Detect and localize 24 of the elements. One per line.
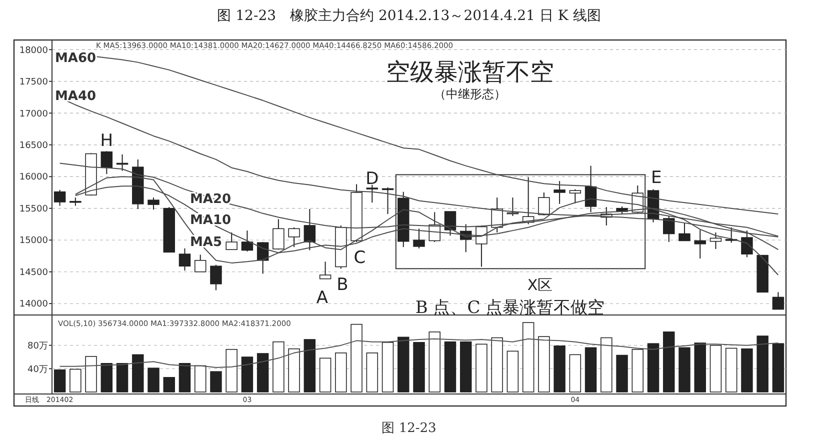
y-tick-label: 40万: [28, 364, 48, 375]
annotation: 空级暴涨暂不空: [386, 58, 554, 86]
y-tick-label: 17000: [19, 109, 48, 120]
annotation: C: [354, 248, 366, 268]
caption: 图 12-23: [382, 421, 436, 436]
annotation: H: [100, 131, 114, 151]
y-tick-label: 15500: [19, 204, 48, 214]
y-tick-label: 18000: [19, 46, 48, 56]
y-tick-label: 17500: [19, 78, 48, 88]
y-tick-label: 14000: [19, 300, 48, 310]
y-tick-label: 16500: [19, 141, 48, 151]
annotation: B: [336, 275, 348, 295]
series-label: MA60: [55, 51, 96, 66]
y-tick-label: 15000: [19, 236, 48, 246]
y-tick-label: 16000: [19, 172, 48, 183]
y-tick-label: 14500: [19, 268, 48, 278]
annotation: （中继形态）: [434, 87, 506, 101]
chart-title: 图 12-23 橡胶主力合约 2014.2.13～2014.4.21 日 K 线图: [217, 8, 601, 24]
annotation: X区: [527, 276, 553, 294]
annotation: D: [366, 169, 379, 189]
y-tick-label: 80万: [28, 341, 48, 352]
series-label: MA40: [55, 89, 96, 104]
annotation: A: [316, 288, 328, 308]
annotation: E: [651, 168, 662, 188]
